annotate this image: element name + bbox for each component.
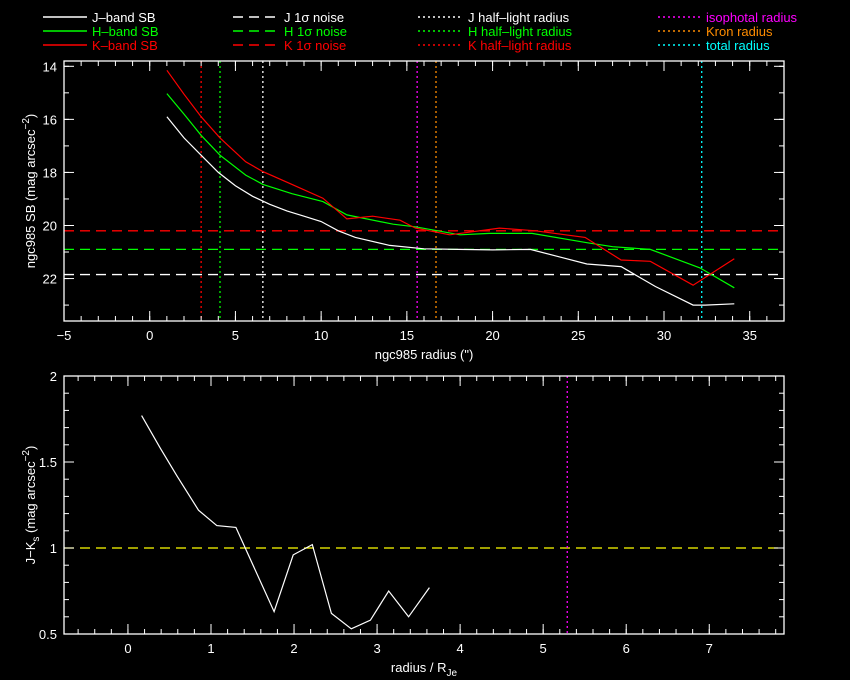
legend-label: H 1σ noise	[284, 24, 347, 39]
x-tick-label: 4	[457, 641, 464, 656]
y-axis-label-text: J−K	[23, 541, 38, 564]
plot-frame	[63, 375, 785, 635]
legend-item: H 1σ noise	[233, 24, 347, 39]
legend-label: Kron radius	[706, 24, 773, 39]
legend-label: H half–light radius	[468, 24, 573, 39]
x-axis-label: ngc985 radius (")	[375, 347, 474, 362]
x-tick-label: 2	[290, 641, 297, 656]
x-tick-label: 7	[706, 641, 713, 656]
x-tick-label: 0	[124, 641, 131, 656]
legend-item: H–band SB	[43, 24, 159, 39]
x-axis-label-text: radius / R	[391, 660, 447, 675]
colour-panel: 0 1 2 3 4 5 6 7 0.5 1 1.5 2 radius / RJe J−Ks (mag ar…	[21, 369, 785, 679]
y-axis-label-end: )	[23, 446, 38, 450]
legend-label: J–band SB	[92, 10, 156, 25]
x-tick-label: 15	[400, 328, 414, 343]
legend-item: total radius	[658, 38, 770, 53]
y-tick-label: 16	[43, 112, 57, 127]
x-tick-label: 35	[742, 328, 756, 343]
series-h-band-sb	[166, 93, 735, 289]
legend-label: J 1σ noise	[284, 10, 344, 25]
legend-label: K–band SB	[92, 38, 158, 53]
x-tick-label: 5	[232, 328, 239, 343]
series-k-band-sb	[166, 69, 735, 286]
y-tick-label: 18	[43, 165, 57, 180]
surface-brightness-panel: −5 0 5 10 15 20 25 30 35 14 16 18 20 22 ngc985 radius …	[21, 59, 785, 362]
y-axis-label-subscript: s	[31, 537, 42, 542]
y-axis-label-superscript: −2	[21, 450, 32, 462]
legend-label: H–band SB	[92, 24, 159, 39]
x-tick-label: −5	[57, 328, 72, 343]
legend-label: K 1σ noise	[284, 38, 346, 53]
y-axis-label-text: ngc985 SB (mag arcsec	[23, 129, 38, 268]
legend-label: isophotal radius	[706, 10, 798, 25]
x-tick-label: 20	[485, 328, 499, 343]
x-tick-label: 5	[540, 641, 547, 656]
legend-item: K half–light radius	[418, 38, 572, 53]
x-tick-label: 3	[373, 641, 380, 656]
x-tick-label: 30	[657, 328, 671, 343]
legend-item: K 1σ noise	[233, 38, 346, 53]
legend-label: J half–light radius	[468, 10, 570, 25]
y-tick-label: 14	[43, 59, 57, 74]
x-tick-label: 10	[314, 328, 328, 343]
legend-item: J 1σ noise	[233, 10, 344, 25]
legend-label: total radius	[706, 38, 770, 53]
x-tick-label: 1	[207, 641, 214, 656]
y-tick-label: 0.5	[39, 627, 57, 642]
x-tick-label: 25	[571, 328, 585, 343]
legend-item: J half–light radius	[418, 10, 570, 25]
y-tick-label: 1.5	[39, 455, 57, 470]
x-axis-label-text: ngc985 radius (")	[375, 347, 474, 362]
y-tick-label: 20	[43, 218, 57, 233]
series-j-ks-colour	[141, 415, 430, 630]
x-axis-label: radius / RJe	[391, 660, 458, 679]
legend-label: K half–light radius	[468, 38, 572, 53]
legend-item: J–band SB	[43, 10, 156, 25]
y-tick-label: 2	[50, 369, 57, 384]
y-tick-label: 1	[50, 541, 57, 556]
legend-item: K–band SB	[43, 38, 158, 53]
x-axis-label-subscript: Je	[447, 668, 458, 679]
series-j-band-sb	[166, 116, 735, 306]
y-axis-label-superscript: −2	[21, 118, 32, 130]
legend-item: isophotal radius	[658, 10, 798, 25]
y-axis-label: J−Ks (mag arcsec−2)	[21, 446, 42, 565]
y-axis-label-text: (mag arcsec	[23, 461, 38, 537]
y-tick-label: 22	[43, 272, 57, 287]
x-tick-label: 6	[623, 641, 630, 656]
y-axis-label: ngc985 SB (mag arcsec−2)	[21, 114, 38, 268]
legend-item: H half–light radius	[418, 24, 573, 39]
legend-item: Kron radius	[658, 24, 773, 39]
x-tick-label: 0	[146, 328, 153, 343]
y-axis-label-end: )	[23, 114, 38, 118]
